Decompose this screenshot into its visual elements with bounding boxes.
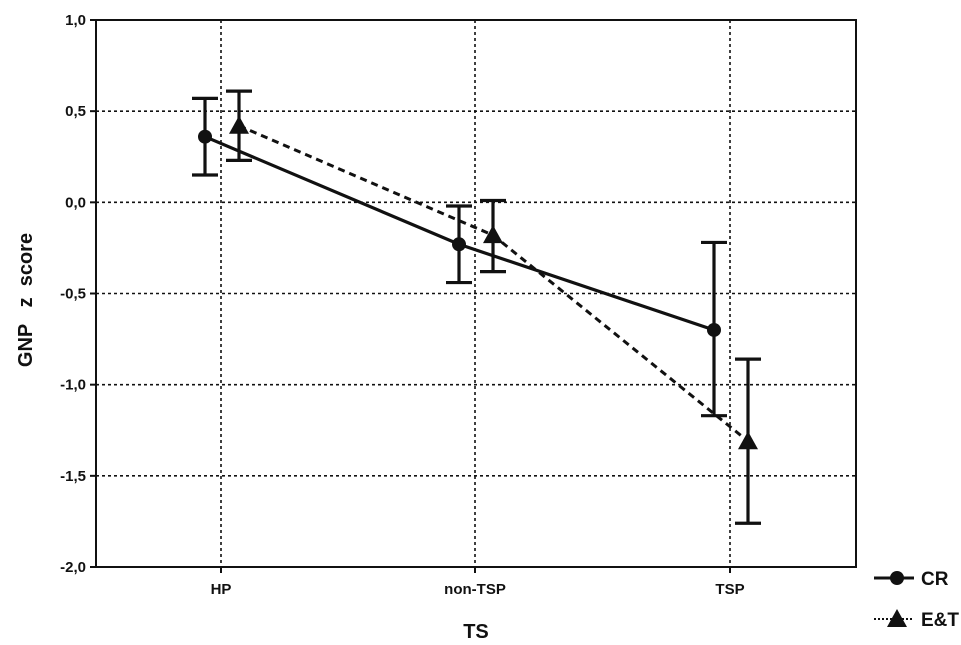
legend: CR E&T bbox=[874, 569, 959, 631]
x-tick-label: TSP bbox=[715, 581, 744, 598]
legend-label: E&T bbox=[921, 610, 959, 631]
x-tick-label: non-TSP bbox=[444, 581, 506, 598]
y-tick-label: -1,0 bbox=[60, 377, 86, 394]
y-tick-label: 0,0 bbox=[65, 194, 86, 211]
grid bbox=[96, 20, 856, 567]
data-point-triangle bbox=[229, 115, 249, 134]
y-tick-label: 0,5 bbox=[65, 103, 86, 120]
data-point-circle bbox=[452, 237, 466, 252]
legend-marker-triangle bbox=[887, 609, 907, 627]
legend-marker-circle bbox=[890, 571, 904, 585]
data-point-circle bbox=[198, 129, 212, 144]
y-tick-label: 1,0 bbox=[65, 12, 86, 29]
series-layer bbox=[192, 89, 761, 525]
y-tick-label: -1,5 bbox=[60, 468, 86, 485]
data-point-circle bbox=[707, 322, 721, 337]
y-axis: 1,0 0,5 0,0 -0,5 -1,0 -1,5 -2,0 bbox=[60, 12, 96, 576]
data-point-triangle bbox=[738, 431, 758, 450]
data-point-triangle bbox=[483, 225, 503, 244]
y-tick-label: -2,0 bbox=[60, 559, 86, 576]
legend-label: CR bbox=[921, 569, 949, 590]
x-axis-title: TS bbox=[463, 621, 489, 643]
x-tick-label: HP bbox=[211, 581, 232, 598]
y-axis-title: GNP z score bbox=[15, 233, 37, 367]
x-axis: HP non-TSP TSP bbox=[211, 567, 745, 598]
y-tick-label: -0,5 bbox=[60, 286, 86, 303]
